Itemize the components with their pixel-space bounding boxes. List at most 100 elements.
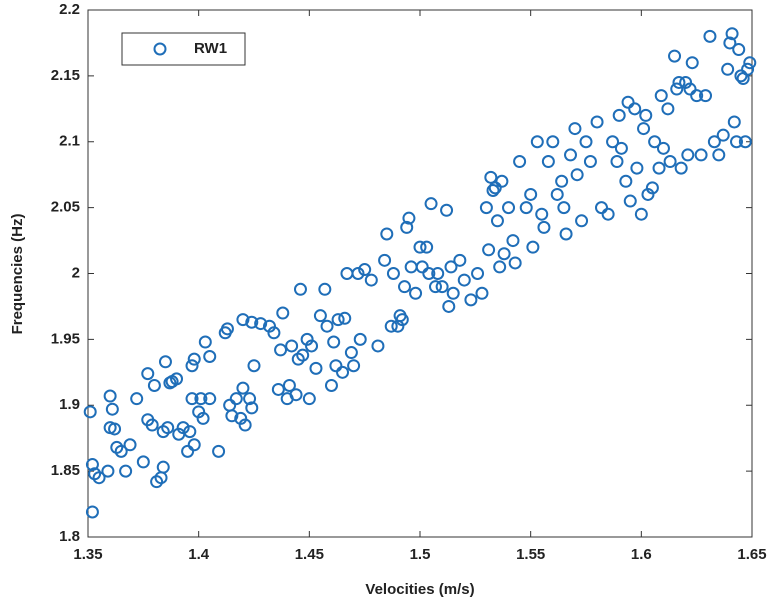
x-tick-label: 1.55 (516, 546, 545, 563)
data-point (147, 378, 161, 392)
data-point (721, 62, 735, 76)
data-point (645, 181, 659, 195)
data-point (92, 471, 106, 485)
data-point (497, 247, 511, 261)
data-point (464, 293, 478, 307)
y-tick-label: 1.95 (51, 330, 80, 347)
data-point (318, 282, 332, 296)
data-point (550, 187, 564, 201)
data-point (289, 388, 303, 402)
data-point (378, 253, 392, 267)
plot-area (87, 9, 753, 538)
data-point (623, 194, 637, 208)
data-point (185, 392, 199, 406)
data-point (338, 311, 352, 325)
data-point (386, 267, 400, 280)
legend-box (121, 32, 246, 66)
legend-marker (153, 42, 167, 56)
data-point (313, 309, 327, 323)
data-point (725, 27, 739, 41)
data-point (475, 286, 489, 300)
data-point (156, 460, 170, 474)
data-point (524, 187, 538, 201)
data-point (435, 280, 449, 294)
data-point (130, 392, 144, 406)
data-point (271, 382, 285, 396)
data-point (85, 458, 99, 472)
data-point (488, 181, 502, 195)
x-tick-label: 1.45 (295, 546, 324, 563)
data-point (331, 313, 345, 327)
data-point (734, 69, 748, 83)
data-point (145, 418, 159, 432)
data-point (422, 267, 436, 280)
y-tick-label: 2.05 (51, 199, 80, 216)
data-point (119, 464, 133, 478)
data-point (575, 214, 589, 228)
data-point (564, 148, 578, 162)
data-point (123, 438, 137, 452)
data-point (108, 422, 122, 436)
data-point (347, 359, 361, 373)
data-point (105, 402, 119, 416)
data-point (225, 409, 239, 423)
data-point (380, 227, 394, 241)
data-point (508, 256, 522, 270)
data-point (358, 263, 372, 277)
data-point (614, 141, 628, 155)
data-point (344, 346, 358, 360)
data-point (187, 438, 201, 452)
data-point (203, 350, 217, 364)
data-point (336, 365, 350, 379)
data-point (409, 286, 423, 300)
data-point (652, 161, 666, 175)
data-point (395, 313, 409, 327)
data-point (610, 155, 624, 169)
data-point (398, 280, 412, 294)
data-point (220, 322, 234, 336)
data-point (431, 267, 445, 280)
data-point (619, 174, 633, 188)
y-tick-label: 2.1 (59, 133, 80, 150)
data-point (285, 339, 299, 353)
data-point (276, 306, 290, 320)
data-point (183, 425, 197, 439)
data-point (267, 326, 281, 340)
data-point (526, 240, 540, 254)
y-tick-label: 2.2 (59, 1, 80, 18)
data-point (630, 161, 644, 175)
data-point (590, 115, 604, 129)
data-point (555, 174, 569, 188)
y-tick-label: 1.9 (59, 396, 80, 413)
data-point (730, 135, 744, 149)
data-point (743, 56, 757, 70)
data-point (703, 29, 717, 43)
data-point (247, 359, 261, 373)
data-point (353, 332, 367, 346)
data-point (546, 135, 560, 149)
data-point (690, 89, 704, 103)
data-point (196, 411, 210, 425)
data-point (506, 234, 520, 248)
data-point (559, 227, 573, 241)
data-point (229, 392, 243, 406)
data-point (530, 135, 544, 149)
data-point (402, 211, 416, 225)
data-point (440, 203, 454, 217)
data-point (663, 155, 677, 169)
data-point (541, 155, 555, 169)
x-tick-label: 1.4 (188, 546, 210, 563)
data-point (471, 267, 485, 280)
data-point (305, 339, 319, 353)
data-point (384, 319, 398, 333)
data-point (493, 260, 507, 274)
data-point (203, 392, 217, 406)
data-point (656, 141, 670, 155)
data-point (238, 418, 252, 432)
data-point (400, 220, 414, 234)
data-point (424, 197, 438, 211)
data-point (236, 381, 250, 395)
data-point (457, 273, 471, 287)
data-point (364, 273, 378, 287)
